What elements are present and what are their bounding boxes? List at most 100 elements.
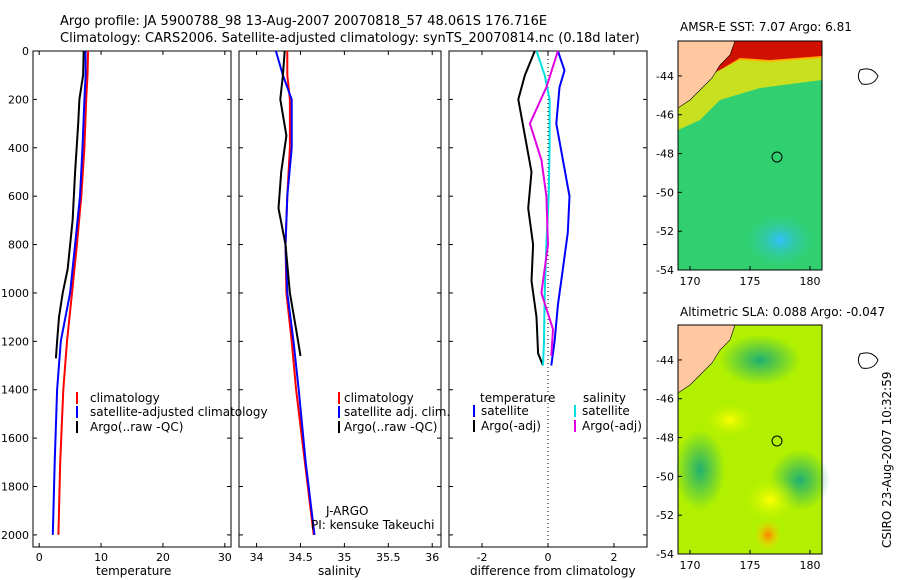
sla-land-new-zealand xyxy=(677,324,736,394)
figure-title-line1: Argo profile: JA 5900788_98 13-Aug-2007 … xyxy=(60,14,547,29)
difference-legend: temperature satellite Argo(-adj) salinit… xyxy=(473,391,642,433)
x-tick-label: -2 xyxy=(477,551,488,564)
sst-map-title: AMSR-E SST: 7.07 Argo: 6.81 xyxy=(680,20,852,34)
difference-panel: -2 0 2 difference from climatology tempera… xyxy=(448,50,648,578)
sst-cold-patch xyxy=(740,210,820,270)
depth-tick-label: 200 xyxy=(8,93,29,106)
sst-chatham-island xyxy=(857,68,879,85)
x-tick-label: 2 xyxy=(611,551,618,564)
salinity-xlabel: salinity xyxy=(318,564,361,578)
annotation-jargo: J-ARGO xyxy=(325,504,368,518)
series-line-argo-adj- xyxy=(517,50,544,366)
map-y-tick-label: -50 xyxy=(656,470,674,483)
series-line-argo-raw-qc- xyxy=(54,50,85,359)
map-x-tick-label: 170 xyxy=(680,559,701,572)
series-line-satellite-adjusted-climatology xyxy=(51,51,87,535)
map-x-tick-label: 180 xyxy=(800,559,821,572)
salinity-ticks: 34 34.5 35 35.5 36 xyxy=(239,50,441,564)
depth-tick-labels: 0 200 400 600 800 1000 1200 1400 1600 1800 2000 xyxy=(1,45,29,542)
legend-heading-salinity: salinity xyxy=(583,391,626,405)
depth-tick-label: 800 xyxy=(8,239,29,252)
legend-label-satellite: satellite adj. clim. xyxy=(344,405,450,419)
sla-map-title: Altimetric SLA: 0.088 Argo: -0.047 xyxy=(680,305,885,319)
map-y-tick-label: -44 xyxy=(656,354,674,367)
x-tick-label: 36 xyxy=(425,551,439,564)
x-tick-label: 35 xyxy=(337,551,351,564)
temperature-series xyxy=(51,50,90,535)
series-line-argo-adj- xyxy=(528,50,559,356)
map-x-tick-label: 175 xyxy=(740,559,761,572)
salinity-series xyxy=(274,50,316,536)
x-tick-label: 35.5 xyxy=(376,551,401,564)
x-tick-label: 0 xyxy=(545,551,552,564)
legend-label-satellite-sal: satellite xyxy=(582,404,630,418)
sla-map-ticks: 170 175 180 -44 -46 -48 -50 -52 -54 xyxy=(656,354,820,572)
difference-series xyxy=(517,50,571,366)
map-y-tick-label: -54 xyxy=(656,548,674,561)
sla-yellow-patch-1 xyxy=(700,400,760,440)
series-line-argo-raw-qc- xyxy=(277,50,302,357)
map-y-tick-label: -48 xyxy=(656,432,674,445)
x-tick-label: 34.5 xyxy=(288,551,313,564)
legend-label-climatology: climatology xyxy=(344,391,414,405)
legend-label-argo: Argo(..raw -QC) xyxy=(90,420,183,434)
map-x-tick-label: 170 xyxy=(680,275,701,288)
series-line-satellite xyxy=(535,50,551,366)
legend-label-argo: Argo(..raw -QC) xyxy=(344,420,437,434)
depth-tick-label: 1800 xyxy=(1,481,29,494)
series-line-climatology xyxy=(57,50,90,535)
map-y-tick-label: -44 xyxy=(656,70,674,83)
sla-float-marker xyxy=(771,435,783,447)
depth-tick-label: 0 xyxy=(22,45,29,58)
sla-map: Altimetric SLA: 0.088 Argo: -0.047 170 17… xyxy=(656,305,885,572)
sst-land-new-zealand xyxy=(677,40,736,109)
salinity-panel: 34 34.5 35 35.5 36 salinity climatology sate… xyxy=(238,50,450,578)
legend-label-argo-temp: Argo(-adj) xyxy=(481,419,541,433)
depth-tick-label: 1000 xyxy=(1,287,29,300)
x-tick-label: 0 xyxy=(36,551,43,564)
sla-hot-patch xyxy=(754,519,782,551)
map-y-tick-label: -46 xyxy=(656,393,674,406)
depth-tick-label: 600 xyxy=(8,190,29,203)
legend-label-climatology: climatology xyxy=(90,391,160,405)
temperature-axes-frame xyxy=(32,50,232,548)
legend-heading-temperature: temperature xyxy=(480,391,555,405)
series-line-satellite-adj-clim- xyxy=(274,50,316,536)
map-y-tick-label: -46 xyxy=(656,109,674,122)
x-tick-label: 10 xyxy=(94,551,108,564)
sst-map: AMSR-E SST: 7.07 Argo: 6.81 170 175 180 -44… xyxy=(656,20,879,288)
temperature-panel: 0 10 20 30 temperature climatology satellit… xyxy=(1,45,268,578)
annotation-pi: PI: kensuke Takeuchi xyxy=(311,518,434,532)
depth-tick-label: 1600 xyxy=(1,432,29,445)
temperature-legend: climatology satellite-adjusted climatolo… xyxy=(76,391,268,434)
temperature-xlabel: temperature xyxy=(96,564,171,578)
sla-yellow-patch-2 xyxy=(740,475,800,525)
salinity-axes-frame xyxy=(238,50,442,548)
sla-cool-patch-1 xyxy=(720,335,800,385)
difference-ticks: -2 0 2 xyxy=(449,50,647,564)
series-line-satellite xyxy=(550,50,571,366)
legend-label-satellite-temp: satellite xyxy=(481,404,529,418)
map-y-tick-label: -52 xyxy=(656,225,674,238)
legend-label-satellite: satellite-adjusted climatology xyxy=(90,405,268,419)
map-y-tick-label: -50 xyxy=(656,186,674,199)
sst-map-ticks: 170 175 180 -44 -46 -48 -50 -52 -54 xyxy=(656,70,820,288)
sst-yellow-band xyxy=(678,58,822,130)
x-tick-label: 20 xyxy=(156,551,170,564)
legend-label-argo-sal: Argo(-adj) xyxy=(582,419,642,433)
depth-tick-label: 2000 xyxy=(1,529,29,542)
credit-timestamp: CSIRO 23-Aug-2007 10:32:59 xyxy=(880,372,894,548)
sla-cool-patch-2 xyxy=(675,430,725,510)
sst-float-marker xyxy=(771,151,783,163)
map-x-tick-label: 175 xyxy=(740,275,761,288)
map-y-tick-label: -54 xyxy=(656,264,674,277)
map-y-tick-label: -48 xyxy=(656,148,674,161)
x-tick-label: 34 xyxy=(250,551,264,564)
depth-tick-label: 1400 xyxy=(1,384,29,397)
map-x-tick-label: 180 xyxy=(800,275,821,288)
depth-tick-label: 400 xyxy=(8,142,29,155)
difference-xlabel: difference from climatology xyxy=(470,564,636,578)
salinity-legend: climatology satellite adj. clim. Argo(..… xyxy=(338,391,450,434)
figure-title-line2: Climatology: CARS2006. Satellite-adjuste… xyxy=(60,31,640,46)
